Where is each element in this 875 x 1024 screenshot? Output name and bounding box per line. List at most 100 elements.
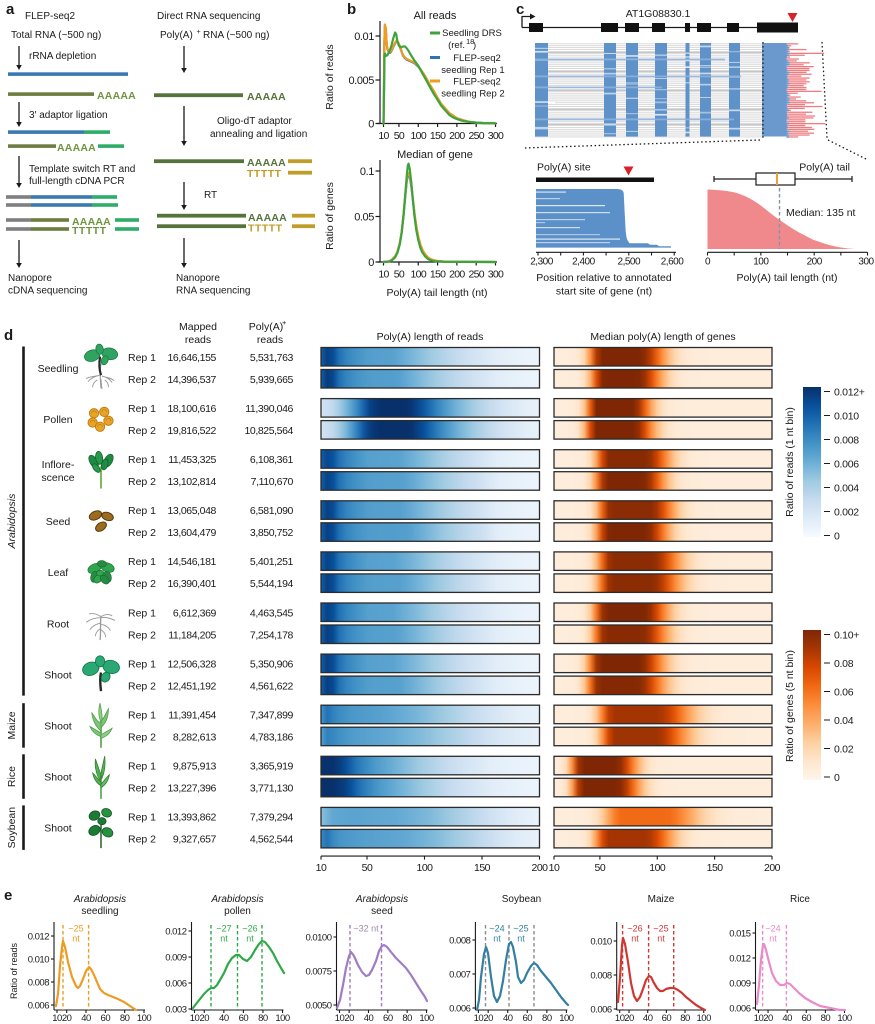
svg-text:TTTTT: TTTTT [72, 225, 107, 237]
svg-text:0.08: 0.08 [834, 658, 854, 670]
svg-text:Rep 1: Rep 1 [128, 454, 156, 466]
svg-text:Maize: Maize [6, 711, 18, 739]
svg-text:Rep 1: Rep 1 [128, 352, 156, 364]
svg-text:4,562,544: 4,562,544 [250, 834, 294, 846]
svg-text:0.008: 0.008 [590, 971, 611, 982]
svg-text:50: 50 [362, 862, 373, 874]
svg-text:60: 60 [383, 1013, 393, 1024]
svg-text:Poly(A) tail length (nt): Poly(A) tail length (nt) [387, 287, 488, 299]
svg-text:0.008: 0.008 [834, 435, 859, 447]
svg-text:200: 200 [531, 862, 548, 874]
svg-text:TTTTT: TTTTT [247, 168, 282, 180]
svg-text:Ratio of reads (1 nt bin): Ratio of reads (1 nt bin) [784, 407, 796, 517]
svg-text:RNA sequencing: RNA sequencing [176, 286, 251, 297]
svg-text:80: 80 [821, 1013, 831, 1024]
svg-text:10: 10 [316, 862, 327, 874]
svg-text:80: 80 [120, 1013, 130, 1024]
svg-text:Seedling DRS: Seedling DRS [442, 28, 502, 39]
svg-text:0.0050: 0.0050 [305, 1001, 331, 1012]
svg-text:rRNA depletion: rRNA depletion [29, 51, 96, 62]
svg-text:2,500: 2,500 [618, 257, 641, 268]
svg-text:~26: ~26 [242, 924, 257, 934]
svg-text:100: 100 [697, 1013, 712, 1024]
svg-text:Shoot: Shoot [44, 720, 72, 732]
svg-text:0.1: 0.1 [360, 166, 374, 178]
svg-text:0.009: 0.009 [165, 953, 186, 964]
svg-text:8,282,613: 8,282,613 [173, 731, 217, 743]
svg-text:Rep 2: Rep 2 [128, 731, 156, 743]
svg-text:AAAAA: AAAAA [97, 90, 136, 102]
svg-text:Arabidopsis: Arabidopsis [73, 894, 126, 905]
svg-text:20: 20 [199, 1013, 209, 1024]
svg-text:a: a [6, 1, 15, 18]
svg-text:scence: scence [41, 472, 74, 484]
svg-text:0.06: 0.06 [834, 687, 854, 699]
svg-text:10,825,564: 10,825,564 [244, 425, 293, 437]
svg-text:FLEP-seq2: FLEP-seq2 [453, 53, 501, 64]
svg-text:40: 40 [643, 1013, 653, 1024]
svg-text:Poly(A) tail: Poly(A) tail [799, 162, 850, 174]
svg-text:10: 10 [549, 862, 560, 874]
svg-text:Root: Root [47, 618, 69, 630]
svg-text:100: 100 [753, 257, 769, 268]
svg-text:80: 80 [258, 1013, 268, 1024]
svg-text:Shoot: Shoot [44, 772, 72, 784]
svg-text:Nanopore: Nanopore [8, 273, 52, 284]
svg-text:0.012: 0.012 [28, 932, 49, 943]
svg-text:Seedling: Seedling [38, 363, 79, 375]
svg-text:7,347,899: 7,347,899 [250, 709, 294, 721]
svg-text:0: 0 [368, 119, 374, 131]
svg-text:0: 0 [834, 772, 840, 784]
svg-text:Median: 135 nt: Median: 135 nt [786, 207, 856, 219]
svg-text:5,939,665: 5,939,665 [250, 374, 294, 386]
svg-text:0.010: 0.010 [590, 937, 611, 948]
svg-text:20: 20 [624, 1013, 634, 1024]
svg-text:Total RNA (~500 ng): Total RNA (~500 ng) [11, 30, 101, 41]
svg-text:10: 10 [474, 1013, 484, 1024]
svg-text:Inflore-: Inflore- [42, 459, 75, 471]
svg-text:11,390,046: 11,390,046 [245, 403, 293, 415]
svg-text:Ratio of genes: Ratio of genes [324, 182, 336, 250]
svg-text:50: 50 [595, 862, 606, 874]
svg-text:18,100,616: 18,100,616 [167, 403, 216, 415]
svg-text:~32 nt: ~32 nt [353, 924, 379, 934]
svg-text:AAAAA: AAAAA [247, 91, 286, 103]
svg-text:11,391,454: 11,391,454 [168, 709, 216, 721]
svg-text:Rep 2: Rep 2 [128, 476, 156, 488]
svg-text:60: 60 [801, 1013, 811, 1024]
svg-text:annealing and ligation: annealing and ligation [210, 129, 307, 140]
svg-text:Rep 1: Rep 1 [128, 556, 156, 568]
svg-text:0.002: 0.002 [834, 507, 859, 519]
svg-text:200: 200 [764, 862, 781, 874]
svg-text:Rep 2: Rep 2 [128, 374, 156, 386]
svg-text:c: c [516, 1, 524, 18]
svg-text:100: 100 [416, 862, 433, 874]
svg-text:250: 250 [468, 269, 484, 281]
svg-text:80: 80 [402, 1013, 412, 1024]
svg-text:Ratio of reads: Ratio of reads [9, 942, 19, 999]
svg-text:0.003: 0.003 [165, 1005, 186, 1016]
svg-text:2,400: 2,400 [572, 257, 595, 268]
svg-text:150: 150 [474, 862, 491, 874]
svg-text:Seed: Seed [46, 516, 71, 528]
svg-text:0.0100: 0.0100 [305, 933, 331, 944]
svg-text:13,604,479: 13,604,479 [167, 527, 216, 539]
svg-text:0.006: 0.006 [28, 1001, 49, 1012]
svg-text:10: 10 [754, 1013, 764, 1024]
svg-text:): ) [473, 40, 476, 51]
svg-text:40: 40 [81, 1013, 91, 1024]
svg-text:9,327,657: 9,327,657 [173, 834, 217, 846]
svg-text:40: 40 [364, 1013, 374, 1024]
svg-text:3,850,752: 3,850,752 [250, 527, 294, 539]
svg-text:60: 60 [101, 1013, 111, 1024]
svg-text:Rep 2: Rep 2 [128, 680, 156, 692]
svg-text:~25: ~25 [68, 924, 83, 934]
svg-text:60: 60 [662, 1013, 672, 1024]
svg-text:Rep 1: Rep 1 [128, 658, 156, 670]
svg-text:~27: ~27 [216, 924, 231, 934]
svg-text:cDNA sequencing: cDNA sequencing [8, 286, 88, 297]
svg-text:Median of gene: Median of gene [397, 149, 473, 161]
svg-text:2,300: 2,300 [530, 257, 553, 268]
svg-text:13,065,048: 13,065,048 [167, 505, 216, 517]
svg-text:0.01: 0.01 [354, 31, 374, 43]
